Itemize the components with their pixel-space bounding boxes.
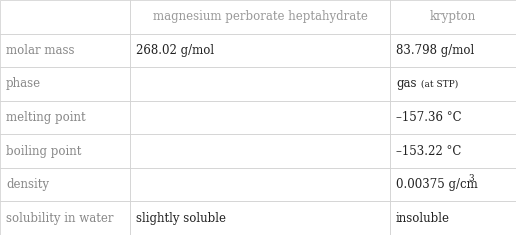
Bar — [130, 34, 390, 67]
Text: krypton: krypton — [430, 10, 476, 23]
Bar — [0, 134, 130, 168]
Text: insoluble: insoluble — [396, 212, 450, 225]
Bar — [130, 201, 390, 235]
Bar — [390, 168, 516, 201]
Text: –153.22 °C: –153.22 °C — [396, 145, 461, 158]
Text: gas: gas — [396, 77, 416, 90]
Bar — [0, 168, 130, 201]
Text: 268.02 g/mol: 268.02 g/mol — [136, 44, 214, 57]
Bar — [130, 101, 390, 134]
Bar — [130, 0, 390, 34]
Text: 3: 3 — [468, 174, 474, 183]
Bar — [390, 201, 516, 235]
Bar — [390, 34, 516, 67]
Text: 83.798 g/mol: 83.798 g/mol — [396, 44, 474, 57]
Bar — [0, 67, 130, 101]
Text: slightly soluble: slightly soluble — [136, 212, 226, 225]
Text: 0.00375 g/cm: 0.00375 g/cm — [396, 178, 478, 191]
Text: magnesium perborate heptahydrate: magnesium perborate heptahydrate — [153, 10, 367, 23]
Text: melting point: melting point — [6, 111, 86, 124]
Bar — [390, 134, 516, 168]
Text: density: density — [6, 178, 49, 191]
Bar — [390, 67, 516, 101]
Bar — [130, 134, 390, 168]
Text: molar mass: molar mass — [6, 44, 74, 57]
Bar — [130, 168, 390, 201]
Bar — [390, 101, 516, 134]
Bar — [0, 101, 130, 134]
Text: (at STP): (at STP) — [418, 79, 458, 88]
Bar — [130, 67, 390, 101]
Text: –157.36 °C: –157.36 °C — [396, 111, 462, 124]
Text: solubility in water: solubility in water — [6, 212, 114, 225]
Bar — [0, 0, 130, 34]
Text: phase: phase — [6, 77, 41, 90]
Bar — [0, 34, 130, 67]
Bar — [390, 0, 516, 34]
Text: boiling point: boiling point — [6, 145, 82, 158]
Bar — [0, 201, 130, 235]
